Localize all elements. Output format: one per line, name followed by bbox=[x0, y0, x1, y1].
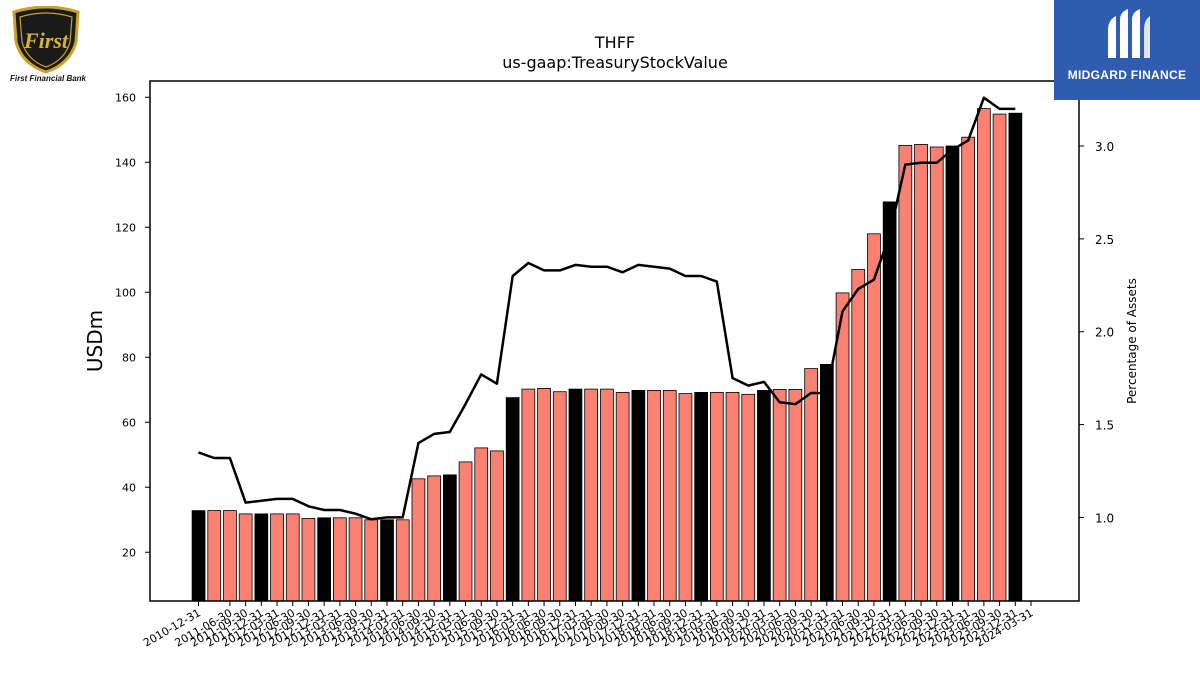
y-tick-label: 120 bbox=[115, 221, 136, 234]
y2-tick-label: 1.0 bbox=[1095, 511, 1114, 525]
midgard-finance-logo: MIDGARD FINANCE bbox=[1054, 0, 1200, 100]
y-tick-label: 80 bbox=[122, 351, 136, 364]
bar bbox=[820, 363, 834, 602]
x-axis: 2010-12-312011-06-302011-09-302011-12-31… bbox=[141, 601, 1036, 650]
y-axis-left: 20 40 60 80 100 120 140 160 bbox=[115, 91, 150, 559]
line-layer bbox=[198, 96, 1016, 521]
bar bbox=[757, 389, 771, 602]
bar-layer bbox=[191, 108, 1023, 602]
bar bbox=[882, 201, 897, 602]
y-tick-label: 20 bbox=[122, 546, 136, 559]
bar bbox=[725, 391, 740, 602]
y2-axis-label: Percentage of Assets bbox=[1125, 278, 1139, 404]
bar bbox=[977, 108, 991, 602]
bar bbox=[662, 389, 677, 602]
y2-tick-label: 2.5 bbox=[1095, 233, 1114, 247]
brand-name-text: MIDGARD FINANCE bbox=[1067, 68, 1187, 82]
bar bbox=[254, 513, 269, 602]
bar bbox=[301, 518, 316, 602]
bar bbox=[694, 391, 709, 602]
bar bbox=[332, 517, 347, 602]
bar bbox=[898, 144, 913, 602]
y-tick-label: 40 bbox=[122, 481, 136, 494]
bar bbox=[788, 388, 803, 602]
midgard-mark-icon bbox=[1108, 9, 1150, 58]
bar bbox=[741, 393, 756, 602]
bar bbox=[285, 513, 300, 602]
bar bbox=[647, 389, 661, 602]
bar bbox=[223, 510, 237, 602]
bank-name-text: First Financial Bank bbox=[9, 74, 87, 83]
bar bbox=[584, 388, 599, 602]
chart-subtitle: us-gaap:TreasuryStockValue bbox=[502, 53, 728, 72]
y-tick-label: 60 bbox=[122, 416, 136, 429]
bar bbox=[364, 519, 379, 602]
bar bbox=[914, 143, 928, 602]
y-axis-right: 1.0 1.5 2.0 2.5 3.0 bbox=[1079, 140, 1114, 525]
shield-icon: First bbox=[12, 5, 80, 74]
bar bbox=[442, 474, 457, 602]
bar bbox=[961, 136, 976, 602]
bar bbox=[867, 233, 881, 602]
first-financial-bank-logo: First First Financial Bank bbox=[6, 5, 86, 86]
bar bbox=[521, 388, 536, 602]
y-tick-label: 140 bbox=[115, 156, 136, 169]
bar bbox=[207, 510, 222, 602]
bar bbox=[411, 478, 426, 602]
bar bbox=[427, 475, 442, 602]
bar bbox=[615, 391, 630, 602]
y2-tick-label: 2.0 bbox=[1095, 326, 1114, 340]
bar bbox=[458, 461, 473, 602]
bar bbox=[992, 113, 1007, 602]
bar bbox=[317, 517, 332, 602]
bar bbox=[490, 450, 504, 602]
bar bbox=[678, 393, 693, 602]
bar bbox=[191, 510, 206, 602]
bar bbox=[772, 388, 787, 602]
logo-mark-text: First bbox=[23, 28, 69, 53]
bar bbox=[804, 368, 819, 602]
y2-tick-label: 3.0 bbox=[1095, 140, 1114, 154]
y-tick-label: 100 bbox=[115, 286, 136, 299]
bar bbox=[851, 269, 866, 602]
y-axis-label: USDm bbox=[83, 310, 107, 372]
y-tick-label: 160 bbox=[115, 91, 136, 104]
bar bbox=[238, 513, 253, 602]
bar bbox=[474, 447, 489, 602]
bar bbox=[395, 519, 410, 602]
bar bbox=[600, 388, 614, 602]
bar bbox=[929, 146, 944, 602]
bar bbox=[631, 389, 646, 602]
plot-frame bbox=[149, 80, 1080, 602]
bar bbox=[1008, 112, 1023, 602]
bar bbox=[710, 391, 724, 602]
bar bbox=[348, 517, 363, 602]
y2-tick-label: 1.5 bbox=[1095, 419, 1114, 433]
percentage-line bbox=[198, 96, 1016, 521]
bar bbox=[568, 388, 583, 602]
bar bbox=[270, 513, 284, 602]
bar bbox=[537, 387, 551, 602]
bar bbox=[505, 397, 520, 602]
chart-title: THFF bbox=[594, 33, 635, 52]
bar bbox=[552, 391, 567, 602]
bar bbox=[945, 145, 960, 602]
bar bbox=[380, 519, 394, 602]
